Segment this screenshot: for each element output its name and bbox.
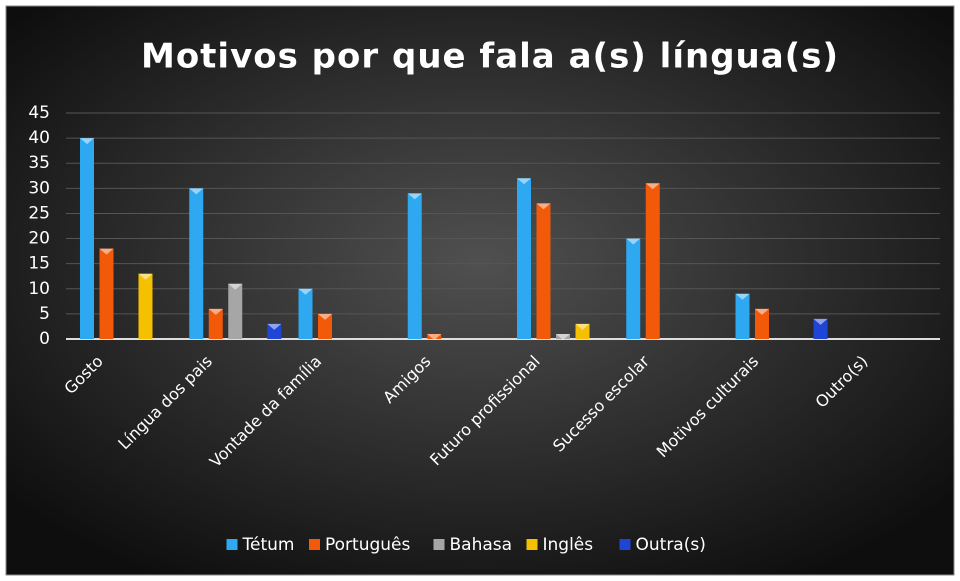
y-tick-label: 5 (39, 304, 50, 324)
y-tick-label: 45 (28, 103, 50, 123)
bar (267, 323, 282, 339)
bar-cap (556, 333, 570, 340)
bar-cap (99, 248, 114, 255)
bar (735, 293, 750, 339)
legend-label: Inglês (543, 535, 594, 555)
legend-swatch (226, 539, 238, 550)
bar (80, 138, 94, 339)
bar-cap (298, 288, 313, 295)
chart-title: Motivos por que fala a(s) língua(s) (141, 37, 839, 77)
bar-cap (318, 313, 332, 320)
bar-cap (208, 308, 223, 315)
bar (626, 238, 641, 339)
bar-cap (735, 293, 750, 300)
y-tick-label: 10 (28, 279, 50, 299)
bar-cap (645, 183, 660, 190)
legend-label: Outra(s) (636, 535, 706, 555)
legend-label: Bahasa (450, 535, 513, 555)
bar (755, 308, 769, 339)
y-tick-label: 40 (28, 128, 50, 148)
bar (517, 178, 531, 339)
bar-cap (626, 238, 641, 245)
bar (813, 318, 828, 339)
bar-cap (189, 188, 204, 195)
bar-cap (407, 193, 422, 200)
y-tick-label: 35 (28, 153, 50, 173)
bar-cap (80, 138, 94, 145)
y-tick-label: 25 (28, 203, 50, 223)
bar (575, 323, 590, 339)
y-tick-label: 0 (39, 329, 50, 349)
bar-cap (228, 283, 243, 290)
bar-cap (138, 273, 153, 280)
bar (645, 183, 660, 339)
legend-swatch (433, 539, 445, 550)
bar (318, 313, 332, 339)
bar-cap (755, 308, 769, 315)
legend-label: Tétum (242, 535, 295, 555)
bar (138, 273, 153, 339)
legend-swatch (526, 539, 538, 550)
legend-swatch (619, 539, 631, 550)
y-tick-label: 15 (28, 254, 50, 274)
y-tick-label: 20 (28, 229, 50, 249)
bar (208, 308, 223, 339)
bar (298, 288, 313, 339)
legend-swatch (309, 539, 320, 550)
bar (228, 283, 243, 339)
bar-cap (575, 323, 590, 330)
bar-cap (813, 318, 828, 325)
bar-cap (427, 333, 442, 340)
bar-cap (536, 203, 551, 210)
legend-label: Português (325, 535, 411, 555)
bar-cap (267, 323, 282, 330)
bar (189, 188, 204, 339)
bar-cap (517, 178, 531, 185)
chart-background (5, 5, 955, 576)
bar (99, 248, 114, 339)
bar (536, 203, 551, 339)
y-tick-label: 30 (28, 178, 50, 198)
bar (407, 193, 422, 339)
